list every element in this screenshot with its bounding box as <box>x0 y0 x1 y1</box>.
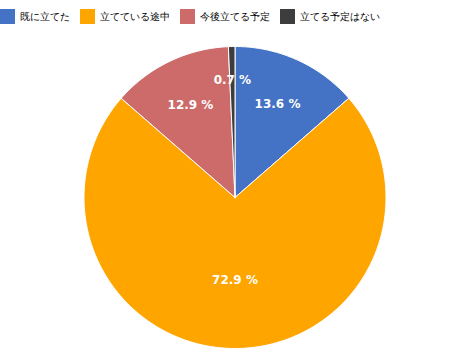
svg-text:72.9 %: 72.9 % <box>212 273 258 287</box>
html-text:立てる予定はない: 立てる予定はない <box>300 9 380 23</box>
svg-text:12.9 %: 12.9 % <box>168 98 214 112</box>
html-text:立てている途中: 立てている途中 <box>100 9 170 23</box>
html-text:既に立てた: 既に立てた <box>20 9 70 23</box>
svg-text:13.6 %: 13.6 % <box>255 97 301 111</box>
html-text:今後立てる予定: 今後立てる予定 <box>200 9 270 23</box>
svg-text:0.7 %: 0.7 % <box>214 73 251 87</box>
